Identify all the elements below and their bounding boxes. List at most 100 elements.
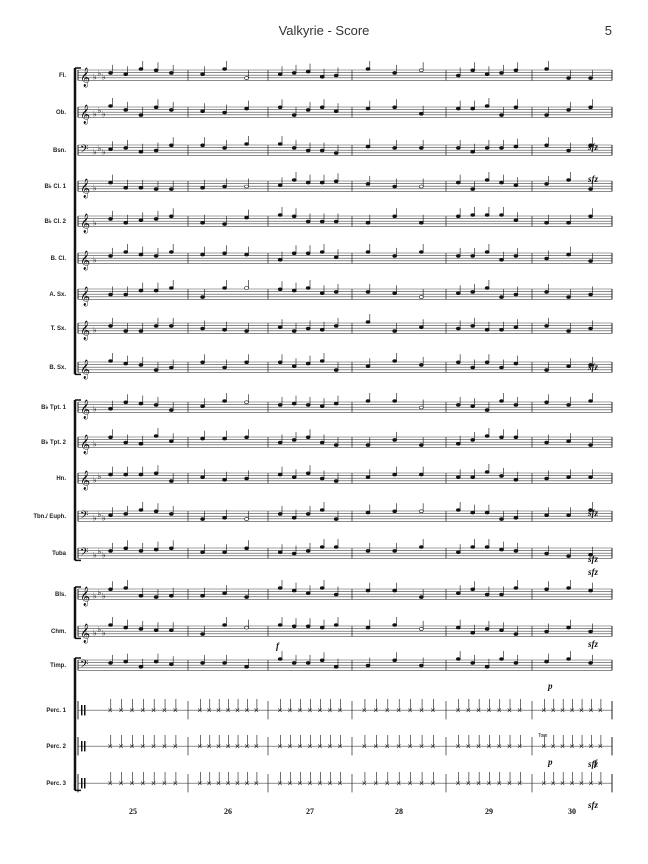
note-head — [291, 515, 297, 520]
dynamic-marking: p — [547, 757, 553, 767]
percussion-note: × — [206, 743, 212, 751]
note-head — [392, 359, 397, 363]
note-head — [499, 365, 504, 370]
note-head — [222, 623, 227, 627]
percussion-clef-icon — [81, 778, 83, 789]
note-head — [566, 148, 571, 153]
note-head — [138, 363, 144, 367]
flat-icon: ♭ — [102, 514, 106, 523]
percussion-note: × — [151, 743, 157, 751]
percussion-note: × — [337, 707, 343, 715]
note-head — [499, 474, 504, 478]
note-head — [544, 551, 549, 556]
note-head — [566, 295, 571, 299]
note-head — [200, 72, 205, 76]
note-head — [470, 587, 476, 592]
note-head — [470, 213, 476, 217]
note-head — [153, 595, 159, 599]
note-head — [365, 510, 371, 515]
note-head — [244, 360, 249, 365]
percussion-note: × — [244, 707, 250, 715]
note-head — [291, 329, 297, 333]
note-head — [456, 591, 461, 596]
note-head — [319, 545, 325, 549]
percussion-note: × — [550, 707, 556, 715]
note-head — [333, 109, 339, 113]
note-head — [200, 436, 205, 441]
note-head — [566, 178, 571, 182]
instrument-label: Timp. — [50, 663, 66, 669]
note-head — [470, 404, 476, 409]
note-head — [588, 399, 593, 403]
note-head — [456, 475, 461, 480]
percussion-note: × — [162, 743, 168, 751]
note-head — [499, 113, 504, 117]
note-head — [319, 219, 325, 224]
note-head — [305, 471, 311, 476]
note-head — [419, 405, 424, 410]
note-head — [244, 142, 249, 146]
note-head — [169, 71, 174, 75]
note-head — [108, 71, 113, 75]
note-head — [108, 324, 113, 328]
percussion-note: × — [118, 743, 124, 751]
note-head — [138, 288, 144, 293]
note-head — [484, 408, 490, 412]
flat-icon: ♭ — [93, 110, 97, 119]
note-head — [153, 434, 159, 438]
note-head — [123, 292, 129, 297]
instrument-label: Ob. — [56, 110, 66, 116]
percussion-note: × — [496, 780, 502, 788]
percussion-clef-icon — [84, 705, 86, 716]
note-head — [365, 250, 371, 254]
note-head — [305, 148, 311, 153]
percussion-note: × — [225, 743, 231, 751]
note-head — [108, 104, 113, 108]
note-head — [169, 365, 174, 370]
note-head — [392, 329, 397, 333]
note-head — [244, 546, 249, 551]
note-head — [222, 591, 227, 596]
percussion-note: × — [384, 707, 390, 715]
flat-icon: ♭ — [93, 405, 97, 414]
note-head — [588, 105, 593, 110]
percussion-note: × — [287, 743, 293, 751]
note-head — [153, 187, 159, 191]
note-head — [277, 325, 283, 330]
note-head — [291, 401, 297, 406]
note-head — [499, 146, 504, 150]
note-head — [305, 251, 311, 256]
note-head — [365, 663, 371, 668]
note-head — [513, 325, 519, 330]
note-head — [138, 67, 144, 71]
treble-clef-icon: 𝄞 — [80, 320, 90, 340]
treble-clef-icon: 𝄞 — [80, 286, 90, 306]
note-head — [277, 213, 283, 217]
flat-icon: ♭ — [102, 148, 106, 157]
instrument-label: B♭ Tpt. 1 — [41, 404, 66, 411]
percussion-note: × — [216, 780, 222, 788]
note-head — [392, 146, 397, 150]
note-head — [277, 512, 283, 516]
note-head — [123, 400, 129, 405]
note-head — [365, 320, 371, 324]
bass-clef-icon: 𝄢 — [80, 509, 88, 524]
note-head — [499, 399, 504, 403]
flat-icon: ♭ — [102, 629, 106, 638]
percussion-note: × — [151, 707, 157, 715]
note-head — [333, 401, 339, 406]
percussion-note: × — [419, 743, 425, 751]
percussion-note: × — [588, 707, 594, 715]
percussion-note: × — [317, 743, 323, 751]
note-head — [419, 443, 424, 447]
note-head — [419, 627, 424, 631]
note-head — [419, 68, 424, 73]
instrument-label: Perc. 3 — [46, 781, 66, 787]
percussion-note: × — [560, 780, 566, 788]
note-head — [153, 148, 159, 153]
note-head — [499, 628, 504, 633]
instrument-label: Tuba — [52, 551, 67, 557]
percussion-note: × — [172, 743, 178, 751]
percussion-note: × — [307, 743, 313, 751]
